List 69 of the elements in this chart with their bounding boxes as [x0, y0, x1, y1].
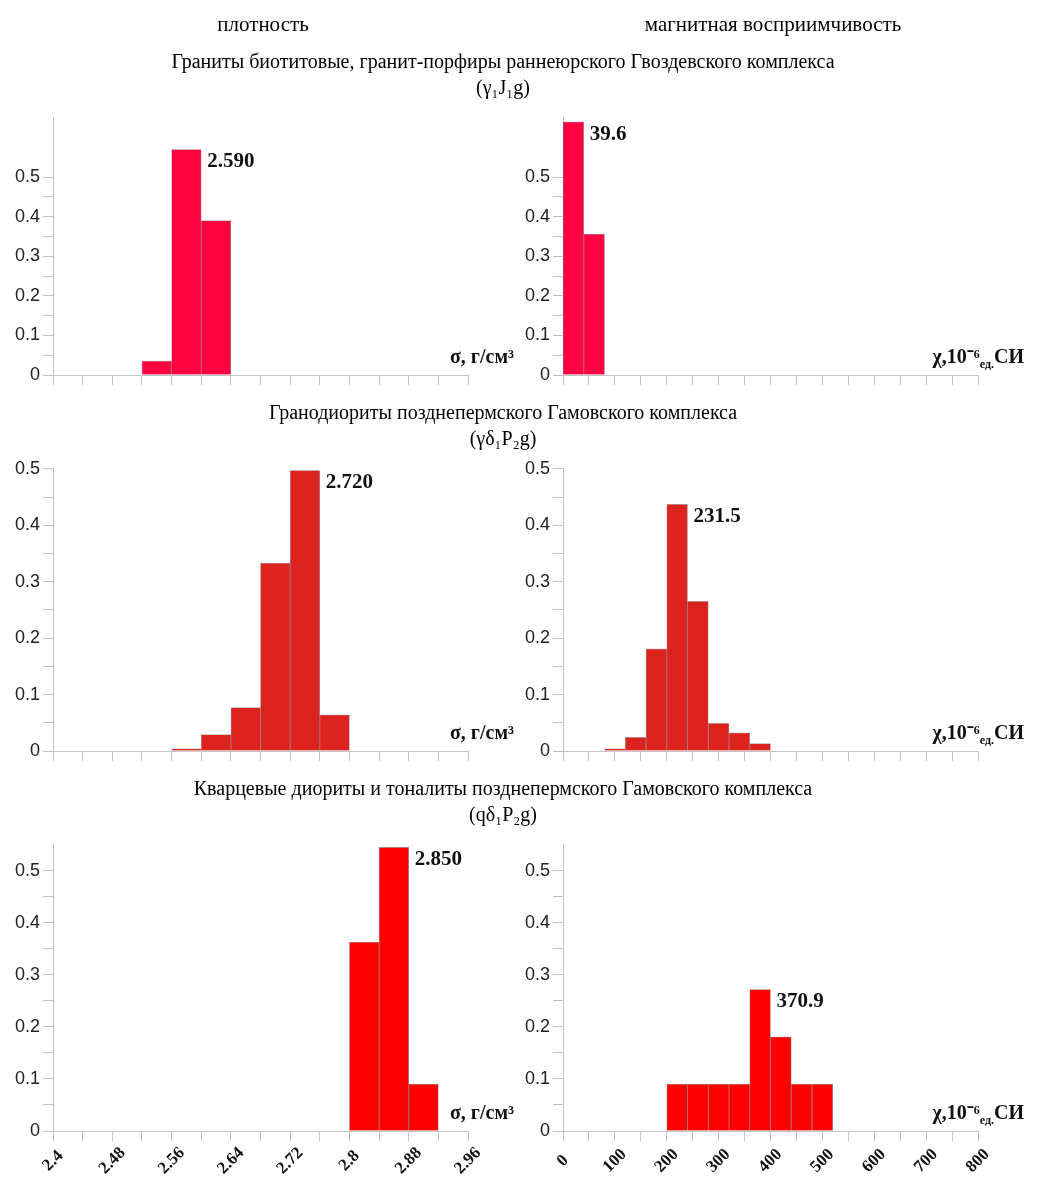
- y-tick-label: 0.3: [524, 570, 551, 591]
- annotation: 39.6: [589, 120, 627, 145]
- y-tick-label: 0: [30, 363, 41, 384]
- x-axis-title: σ, г/см³: [449, 1101, 514, 1123]
- y-tick-label: 0.5: [14, 457, 41, 478]
- y-tick-label: 0.1: [524, 324, 551, 345]
- x-tick-label: 700: [909, 1144, 942, 1176]
- y-tick-label: 0.4: [524, 205, 551, 226]
- y-tick-label: 0.1: [524, 1067, 551, 1088]
- x-tick-label: 2.88: [390, 1142, 426, 1178]
- y-tick-label: 0.5: [14, 166, 41, 187]
- x-axis-title: σ, г/см³: [449, 345, 514, 367]
- y-tick-label: 0.3: [524, 245, 551, 266]
- annotation: 370.9: [776, 988, 824, 1013]
- annotation: 2.850: [414, 846, 462, 871]
- x-tick-label: 100: [598, 1144, 630, 1176]
- y-tick-label: 0: [30, 739, 41, 760]
- annotation: 2.720: [325, 469, 374, 494]
- y-tick-label: 0.2: [524, 627, 551, 648]
- x-tick-label: 500: [805, 1144, 838, 1176]
- x-tick-label: 2.4: [38, 1145, 67, 1175]
- x-tick-label: 2.56: [153, 1142, 189, 1178]
- text: плотность: [216, 11, 310, 38]
- y-tick-label: 0.5: [14, 859, 41, 880]
- y-tick-label: 0.4: [14, 514, 41, 535]
- x-tick-label: 600: [857, 1144, 890, 1176]
- x-tick-label: 2.8: [334, 1145, 363, 1175]
- chart-title: Кварцевые диориты и тоналиты позднепермского Гамовского комплекса: [192, 776, 814, 801]
- y-tick-label: 0.1: [524, 683, 551, 704]
- y-tick-label: 0.4: [14, 205, 41, 226]
- x-tick-label: 2.72: [272, 1142, 307, 1178]
- y-tick-label: 0.3: [524, 963, 551, 984]
- chart-title: Гранодиориты позднепермского Гамовского комплекса: [267, 400, 739, 425]
- y-tick-label: 0.3: [14, 245, 41, 266]
- chart-subtitle: (γδ₁P₂g): [468, 426, 538, 451]
- x-axis-title: σ, г/см³: [449, 721, 514, 743]
- y-tick-label: 0.1: [14, 324, 41, 345]
- text: магнитная восприимчивость: [643, 11, 903, 38]
- y-tick-label: 0: [540, 1119, 551, 1140]
- y-tick-label: 0.3: [14, 963, 41, 984]
- y-tick-label: 0.2: [14, 627, 41, 648]
- y-tick-label: 0.2: [524, 1015, 551, 1036]
- y-tick-label: 0.1: [14, 683, 41, 704]
- x-tick-label: 200: [650, 1144, 682, 1176]
- y-tick-label: 0.3: [14, 570, 41, 591]
- annotation: 231.5: [693, 503, 741, 528]
- x-tick-label: 2.48: [94, 1142, 129, 1178]
- chart-subtitle: (γ₁J₁g): [475, 75, 531, 100]
- y-tick-label: 0: [540, 363, 551, 384]
- y-tick-label: 0.2: [14, 1015, 41, 1036]
- annotation: 2.590: [207, 148, 255, 173]
- y-tick-label: 0.5: [524, 859, 551, 880]
- x-tick-label: 2.64: [212, 1142, 248, 1178]
- y-tick-label: 0.5: [524, 457, 551, 478]
- x-tick-label: 2.96: [449, 1142, 485, 1178]
- chart-title: Граниты биотитовые, гранит-порфиры раннеюрского Гвоздевского комплекса: [170, 49, 836, 74]
- x-tick-label: 300: [702, 1144, 734, 1176]
- y-tick-label: 0.2: [524, 284, 551, 305]
- y-tick-label: 0.4: [14, 911, 41, 932]
- y-tick-label: 0.4: [524, 514, 551, 535]
- y-tick-label: 0.2: [14, 284, 41, 305]
- y-tick-label: 0.5: [524, 166, 551, 187]
- x-tick-label: 400: [753, 1144, 786, 1176]
- y-tick-label: 0.4: [524, 911, 551, 932]
- x-tick-label: 800: [961, 1144, 993, 1176]
- y-tick-label: 0: [540, 739, 551, 760]
- y-tick-label: 0.1: [14, 1067, 41, 1088]
- y-tick-label: 0: [30, 1119, 41, 1140]
- chart-subtitle: (qδ₁P₂g): [468, 802, 538, 827]
